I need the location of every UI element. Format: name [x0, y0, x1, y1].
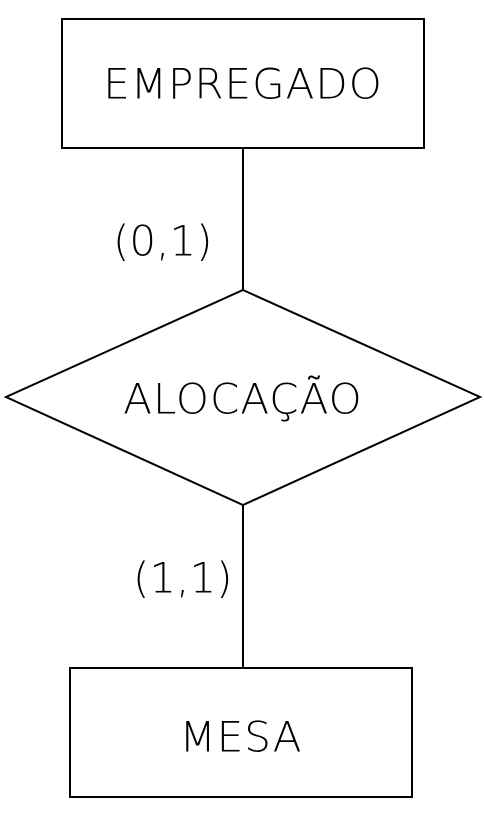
entity-empregado-label: EMPREGADO [103, 60, 383, 109]
entity-empregado-box [61, 18, 425, 149]
entity-mesa[interactable]: MESA [69, 667, 413, 798]
relationship-alocacao[interactable]: ALOCAÇÃO [3, 288, 483, 507]
entity-empregado[interactable]: EMPREGADO [61, 18, 425, 149]
relationship-alocacao-diamond [3, 288, 483, 507]
cardinality-bottom: (1,1) [133, 554, 233, 603]
entity-mesa-label: MESA [180, 713, 303, 762]
relationship-alocacao-label: ALOCAÇÃO [123, 375, 362, 424]
cardinality-top: (0,1) [113, 217, 213, 266]
entity-mesa-box [69, 667, 413, 798]
